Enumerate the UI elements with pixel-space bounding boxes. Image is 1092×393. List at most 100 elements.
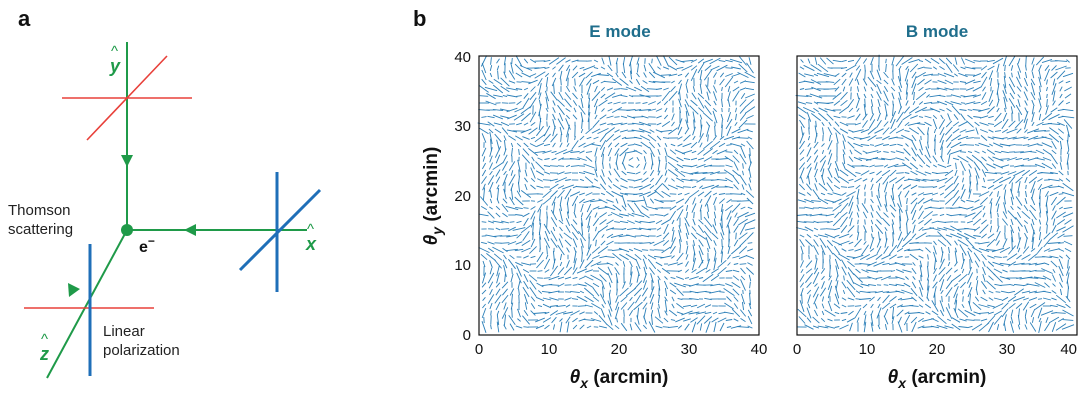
polarization-tick <box>932 114 938 120</box>
polarization-tick <box>869 296 875 302</box>
polarization-tick <box>572 114 578 120</box>
polarization-tick <box>608 170 612 176</box>
polarization-tick <box>964 309 976 317</box>
polarization-tick <box>481 176 487 184</box>
polarization-tick <box>692 126 696 136</box>
polarization-tick <box>691 321 697 333</box>
polarization-tick <box>614 221 620 223</box>
e-mode-title: E mode <box>589 22 650 41</box>
polarization-tick <box>719 222 725 236</box>
polarization-tick <box>508 161 516 171</box>
polarization-tick <box>824 108 836 112</box>
polarization-tick <box>564 98 572 108</box>
polarization-tick <box>862 113 868 121</box>
polarization-tick <box>882 262 890 266</box>
polarization-tick <box>716 64 728 72</box>
polarization-tick <box>939 192 945 196</box>
polarization-tick <box>1036 121 1044 127</box>
b-mode-xlabel: θx (arcmin) <box>888 367 987 391</box>
polarization-tick <box>979 224 989 234</box>
polarization-tick <box>487 121 495 127</box>
polarization-tick <box>1045 190 1049 198</box>
polarization-tick <box>847 115 855 119</box>
polarization-tick <box>733 318 739 322</box>
polarization-tick <box>855 184 861 190</box>
polarization-tick <box>912 262 916 266</box>
polarization-tick <box>856 231 860 241</box>
polarization-tick <box>563 232 573 240</box>
polarization-tick <box>639 109 651 111</box>
polarization-tick <box>678 79 682 85</box>
polarization-tick <box>508 174 516 186</box>
polarization-tick <box>907 122 921 126</box>
polarization-tick <box>846 191 856 197</box>
polarization-tick <box>677 83 683 95</box>
polarization-tick <box>1034 163 1046 169</box>
polarization-tick <box>539 236 541 250</box>
polarization-tick <box>502 173 508 187</box>
polarization-tick <box>916 153 926 165</box>
polarization-tick <box>1058 206 1064 210</box>
polarization-tick <box>877 303 881 309</box>
polarization-tick <box>686 240 688 246</box>
polarization-tick <box>897 231 903 241</box>
polarization-tick <box>689 276 699 280</box>
polarization-tick <box>580 203 584 213</box>
polarization-tick <box>933 240 937 246</box>
polarization-tick <box>878 189 880 199</box>
polarization-tick <box>592 230 600 242</box>
polarization-tick <box>671 303 675 309</box>
polarization-tick <box>646 88 658 90</box>
polarization-tick <box>607 272 613 284</box>
xtick-0: 0 <box>793 341 801 358</box>
polarization-tick <box>522 97 530 109</box>
polarization-tick <box>864 98 866 108</box>
polarization-tick <box>713 321 717 333</box>
polarization-tick <box>627 220 635 224</box>
polarization-tick <box>489 198 493 204</box>
polarization-tick <box>668 127 678 135</box>
polarization-tick <box>1029 204 1037 212</box>
polarization-tick <box>633 287 643 297</box>
polarization-tick <box>703 156 713 162</box>
polarization-tick <box>626 234 636 238</box>
polarization-tick <box>731 245 741 255</box>
polarization-tick <box>634 253 642 261</box>
polarization-tick <box>661 246 671 254</box>
polarization-tick <box>813 141 819 149</box>
polarization-tick <box>642 196 648 206</box>
polarization-tick <box>982 289 986 295</box>
polarization-tick <box>876 170 882 176</box>
xtick-20: 20 <box>611 341 628 358</box>
polarization-tick <box>629 70 633 80</box>
polarization-tick <box>501 307 509 319</box>
polarization-tick <box>579 192 585 196</box>
polarization-tick <box>803 64 815 72</box>
polarization-tick <box>895 55 905 67</box>
polarization-tick <box>981 71 987 79</box>
polarization-tick <box>508 226 516 232</box>
polarization-tick <box>536 185 544 189</box>
polarization-tick <box>649 221 655 223</box>
polarization-tick <box>986 163 996 169</box>
polarization-tick <box>597 206 609 210</box>
polarization-tick <box>738 232 748 240</box>
polarization-tick <box>929 107 941 113</box>
polarization-tick <box>503 324 507 330</box>
polarization-tick <box>503 148 507 156</box>
polarization-tick <box>713 247 717 253</box>
polarization-tick <box>883 308 889 318</box>
polarization-tick <box>865 150 879 154</box>
polarization-tick <box>859 262 871 266</box>
polarization-tick <box>696 163 706 169</box>
polarization-tick <box>528 274 538 282</box>
polarization-tick <box>685 254 689 260</box>
polarization-tick <box>876 238 882 248</box>
polarization-tick <box>884 195 888 207</box>
polarization-tick <box>601 108 605 112</box>
polarization-tick <box>517 308 521 318</box>
polarization-tick <box>620 142 628 148</box>
polarization-tick <box>931 220 939 224</box>
polarization-tick <box>861 269 869 273</box>
polarization-tick <box>745 190 755 198</box>
